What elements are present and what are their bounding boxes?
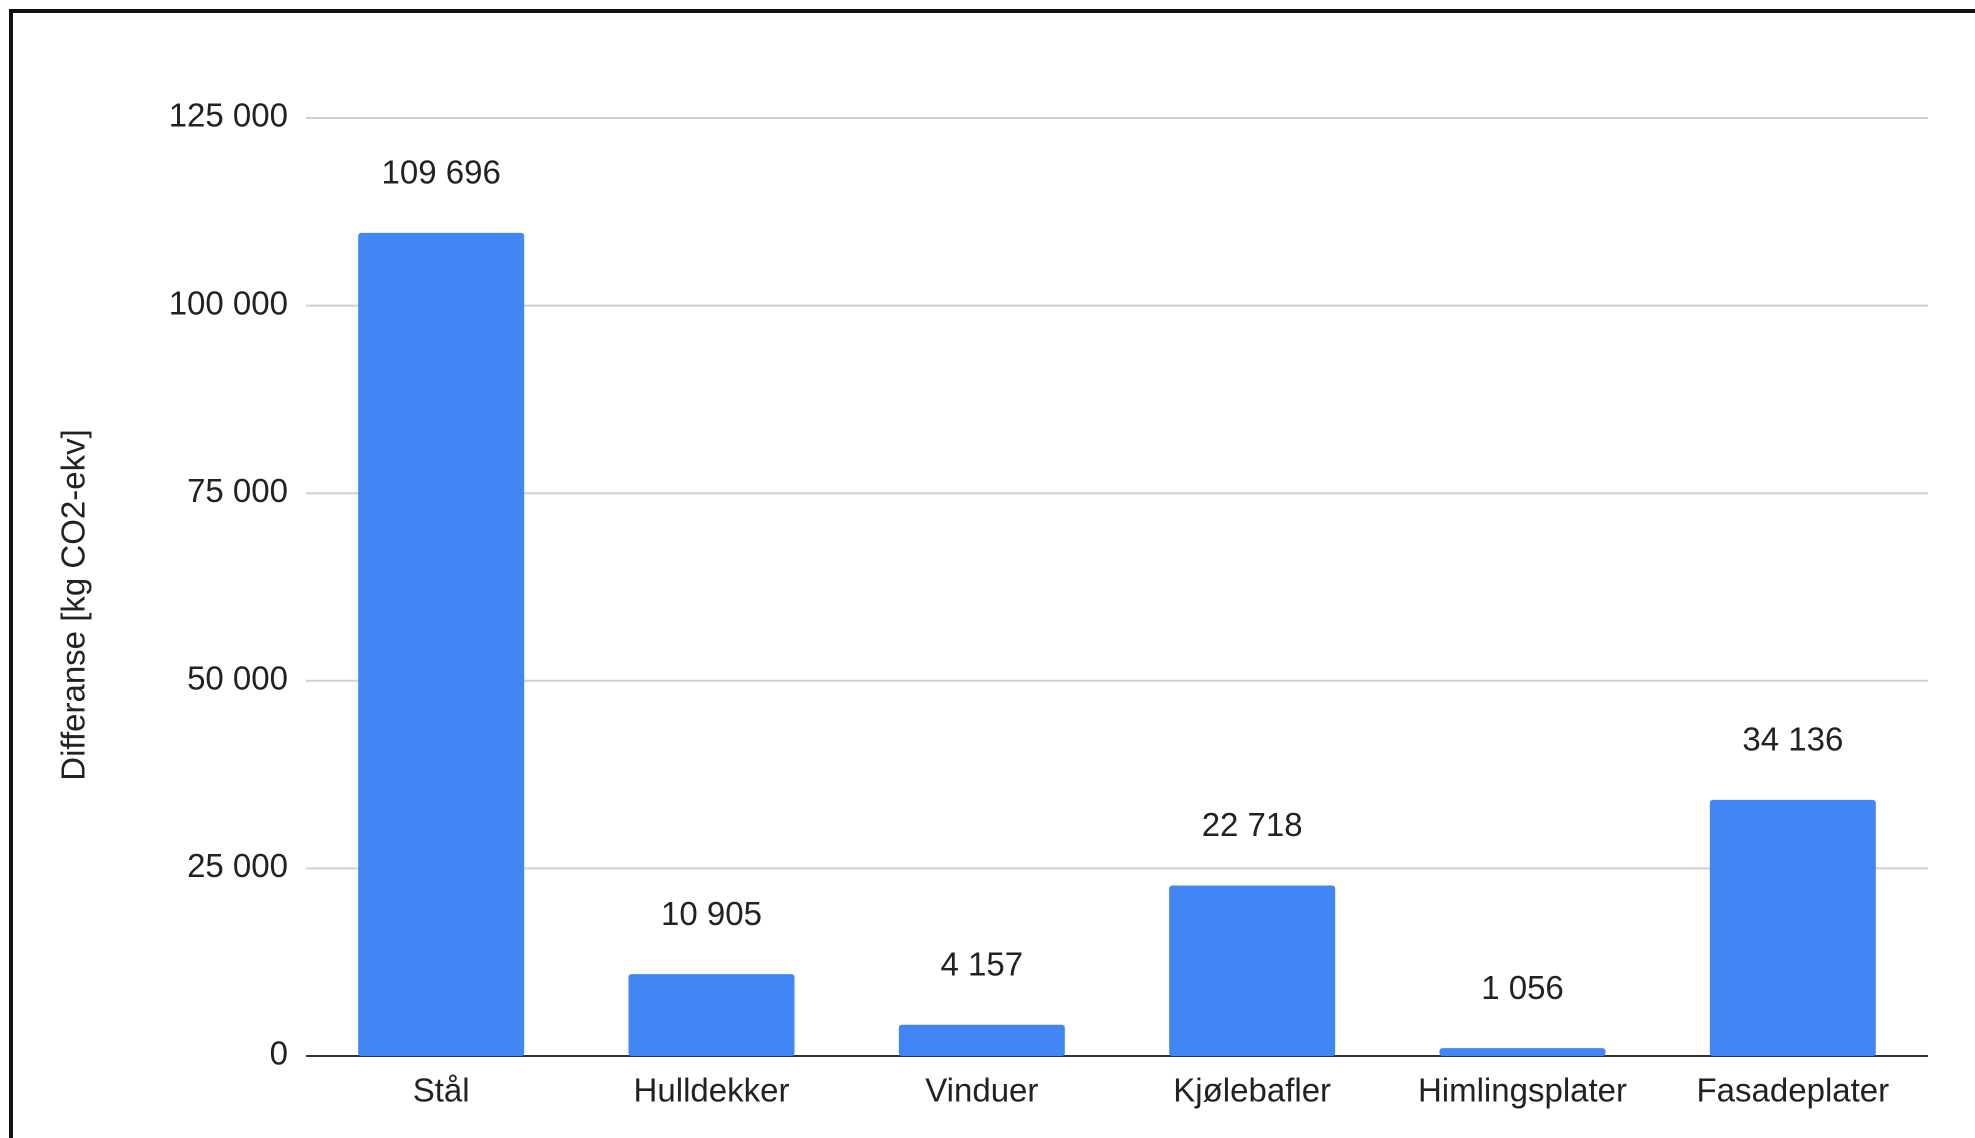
value-label: 109 696	[382, 154, 501, 191]
bar	[628, 974, 795, 1056]
y-tick-label: 0	[270, 1035, 288, 1072]
x-tick-label: Vinduer	[925, 1072, 1038, 1109]
frame	[9, 9, 1975, 1138]
bar	[1439, 1048, 1606, 1056]
y-tick-label: 25 000	[187, 847, 288, 884]
y-axis-label: Differanse [kg CO2-ekv]	[55, 429, 92, 781]
bar	[898, 1024, 1065, 1056]
value-label: 4 157	[941, 946, 1024, 983]
x-tick-label: Kjølebafler	[1173, 1072, 1331, 1109]
x-tick-label: Hulldekker	[634, 1072, 790, 1109]
y-tick-label: 125 000	[169, 97, 288, 134]
value-label: 1 056	[1481, 969, 1564, 1006]
bar	[1709, 799, 1876, 1056]
y-tick-label: 75 000	[187, 472, 288, 509]
x-tick-label: Himlingsplater	[1418, 1072, 1627, 1109]
x-tick-label: Fasadeplater	[1697, 1072, 1890, 1109]
bar	[1169, 885, 1336, 1056]
bar	[358, 232, 525, 1057]
y-tick-label: 100 000	[169, 284, 288, 321]
value-label: 34 136	[1742, 721, 1843, 758]
value-label: 22 718	[1202, 806, 1303, 843]
value-label: 10 905	[661, 895, 762, 932]
y-tick-label: 50 000	[187, 660, 288, 697]
x-tick-label: Stål	[413, 1072, 470, 1109]
